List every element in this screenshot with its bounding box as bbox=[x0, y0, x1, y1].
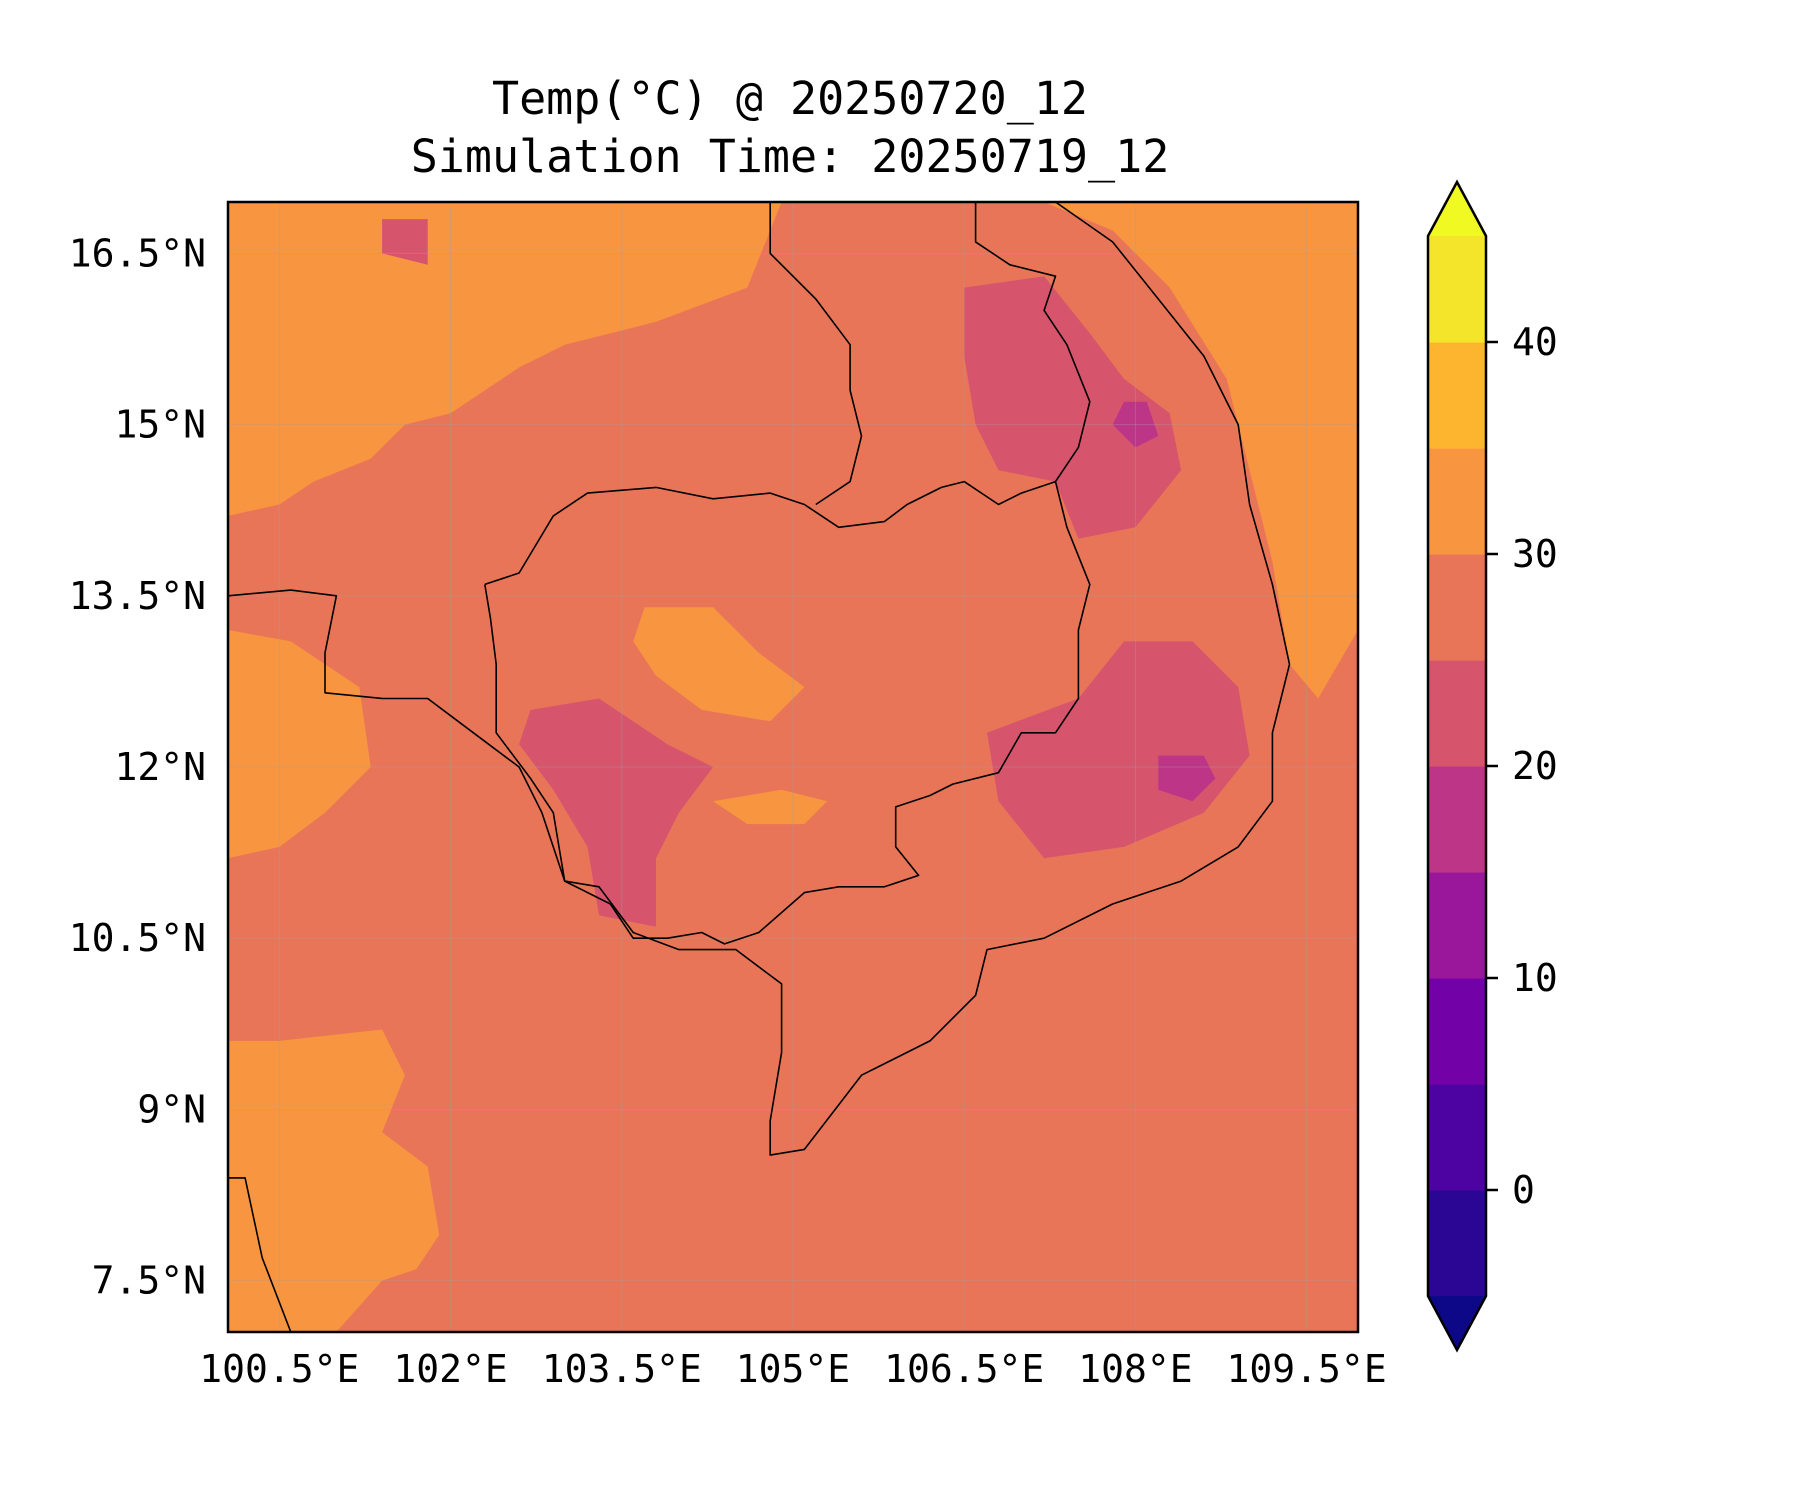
y-tick-label-1: 15°N bbox=[114, 403, 206, 447]
colorbar-level-7 bbox=[1428, 448, 1486, 555]
y-tick-label-4: 10.5°N bbox=[69, 916, 206, 960]
border-cambodia bbox=[484, 480, 1091, 945]
colorbar-tick-label-4: 40 bbox=[1512, 320, 1558, 364]
cool-core-southeast bbox=[1158, 755, 1216, 802]
boundaries-layer bbox=[228, 202, 1291, 1332]
coast-gulf-of-thailand bbox=[228, 202, 1291, 1156]
temperature-fill-layer bbox=[228, 202, 1358, 1332]
colorbar-over-triangle bbox=[1428, 182, 1486, 236]
colorbar-level-8 bbox=[1428, 342, 1486, 449]
colorbar-tick-label-2: 20 bbox=[1512, 744, 1558, 788]
x-axis-ticks: 100.5°E 102°E 103.5°E 105°E 106.5°E 108°E 109.… bbox=[199, 1347, 1386, 1391]
warm-region-east-sea bbox=[1044, 202, 1358, 699]
colorbar-tick-label-3: 30 bbox=[1512, 532, 1558, 576]
chart-subtitle: Simulation Time: 20250719_12 bbox=[410, 130, 1170, 183]
colorbar-level-6 bbox=[1428, 554, 1486, 661]
colorbar-level-3 bbox=[1428, 872, 1486, 979]
border-laos-vietnam bbox=[974, 202, 1091, 483]
x-tick-label-2: 103.5°E bbox=[542, 1347, 702, 1391]
x-tick-label-6: 109.5°E bbox=[1227, 1347, 1387, 1391]
colorbar-level-9 bbox=[1428, 236, 1486, 343]
y-axis-ticks: 16.5°N 15°N 13.5°N 12°N 10.5°N 9°N 7.5°N bbox=[69, 231, 206, 1302]
x-tick-label-0: 100.5°E bbox=[199, 1347, 359, 1391]
colorbar-level-4 bbox=[1428, 766, 1486, 873]
colorbar: 0 10 20 30 40 bbox=[1426, 179, 1558, 1353]
x-tick-label-3: 105°E bbox=[736, 1347, 850, 1391]
y-tick-label-0: 16.5°N bbox=[69, 231, 206, 275]
y-tick-label-3: 12°N bbox=[114, 745, 206, 789]
x-tick-label-1: 102°E bbox=[393, 1347, 507, 1391]
y-tick-label-6: 7.5°N bbox=[92, 1259, 206, 1303]
cool-region-central-highlands bbox=[964, 276, 1182, 539]
y-tick-label-5: 9°N bbox=[137, 1087, 206, 1131]
colorbar-level-5 bbox=[1428, 660, 1486, 767]
x-tick-label-5: 108°E bbox=[1078, 1347, 1192, 1391]
colorbar-tick-label-1: 10 bbox=[1512, 956, 1558, 1000]
coast-malay-peninsula bbox=[228, 1177, 292, 1332]
warm-region-west-coast bbox=[228, 630, 371, 859]
border-thailand-laos bbox=[769, 202, 863, 506]
colorbar-under-triangle bbox=[1428, 1296, 1486, 1350]
colorbar-level-2 bbox=[1428, 978, 1486, 1085]
colorbar-outline bbox=[1426, 179, 1488, 1353]
cool-core-highlands bbox=[1112, 401, 1159, 448]
cool-patch-north bbox=[382, 219, 428, 265]
map-frame bbox=[226, 200, 1360, 1334]
warm-region-northwest bbox=[228, 202, 782, 516]
chart-title: Temp(°C) @ 20250720_12 bbox=[491, 72, 1089, 125]
warm-patch-central bbox=[633, 607, 805, 722]
colorbar-level-1 bbox=[1428, 1084, 1486, 1191]
warm-region-southwest bbox=[228, 1029, 440, 1332]
y-tick-label-2: 13.5°N bbox=[69, 574, 206, 618]
x-tick-label-4: 106.5°E bbox=[884, 1347, 1044, 1391]
warm-patch-south bbox=[713, 789, 828, 825]
colorbar-tick-label-0: 0 bbox=[1512, 1168, 1535, 1212]
gridlines bbox=[228, 202, 1358, 1332]
cool-region-tonle-sap-west bbox=[519, 698, 714, 927]
colorbar-level-0 bbox=[1428, 1190, 1486, 1297]
cool-region-southeast bbox=[987, 641, 1250, 859]
